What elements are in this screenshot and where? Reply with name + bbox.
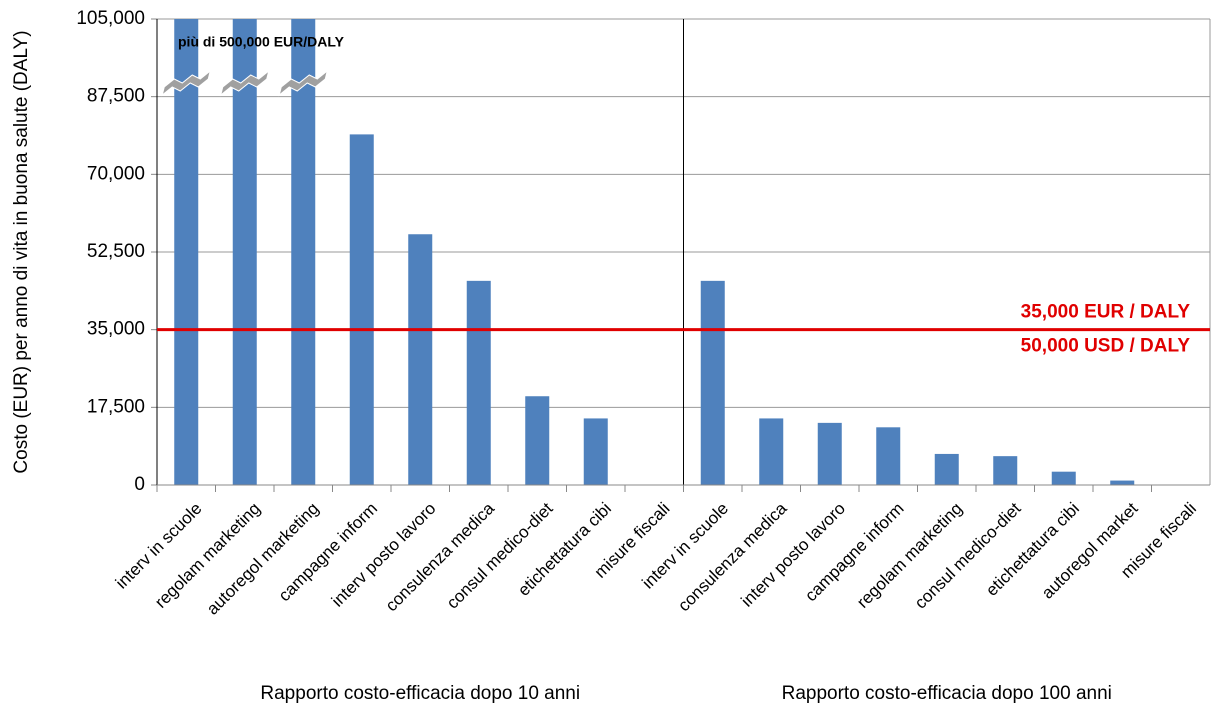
bar — [525, 396, 550, 485]
bar — [759, 418, 784, 485]
bar — [876, 427, 901, 485]
bar — [700, 280, 725, 485]
axis-break — [161, 69, 212, 97]
y-tick-label: 17,500 — [87, 396, 145, 417]
bar — [291, 19, 316, 485]
reference-label: 35,000 EUR / DALY — [1021, 302, 1191, 323]
x-tick-label: regolam marketing — [151, 499, 264, 612]
bar — [349, 134, 374, 485]
y-tick-label: 52,500 — [87, 241, 145, 262]
bar — [583, 418, 608, 485]
x-tick-label: interv posto lavoro — [328, 499, 440, 611]
axis-break — [219, 69, 270, 97]
x-tick-label: consul medico-diet — [911, 499, 1025, 613]
y-tick-label: 105,000 — [76, 8, 145, 29]
group-label: Rapporto costo-efficacia dopo 10 anni — [260, 683, 580, 704]
x-tick-label: interv posto lavoro — [737, 499, 849, 611]
group-label: Rapporto costo-efficacia dopo 100 anni — [782, 683, 1112, 704]
bar — [817, 422, 842, 485]
bar — [408, 234, 433, 485]
y-axis-label: Costo (EUR) per anno di vita in buona sa… — [11, 30, 32, 473]
y-tick-label: 35,000 — [87, 319, 145, 340]
bar — [993, 456, 1018, 485]
reference-label: 50,000 USD / DALY — [1021, 336, 1191, 357]
bar — [1110, 480, 1135, 485]
bar — [1051, 471, 1076, 485]
bar — [934, 453, 959, 485]
x-tick-label: campagne inform — [275, 499, 381, 605]
x-tick-label: autoregol marketing — [203, 499, 323, 619]
x-tick-label: regolam marketing — [853, 499, 966, 612]
x-tick-label: consulenza medica — [382, 498, 499, 615]
bar — [174, 19, 199, 485]
annotation: più di 500,000 EUR/DALY — [178, 34, 345, 50]
axis-break — [278, 69, 329, 97]
y-tick-label: 87,500 — [87, 86, 145, 107]
bar — [232, 19, 257, 485]
x-tick-label: consul medico-diet — [443, 499, 557, 613]
y-tick-label: 70,000 — [87, 163, 145, 184]
bar — [466, 280, 491, 485]
x-tick-label: campagne inform — [801, 499, 907, 605]
x-tick-label: consulenza medica — [674, 498, 791, 615]
y-tick-label: 0 — [134, 474, 145, 495]
